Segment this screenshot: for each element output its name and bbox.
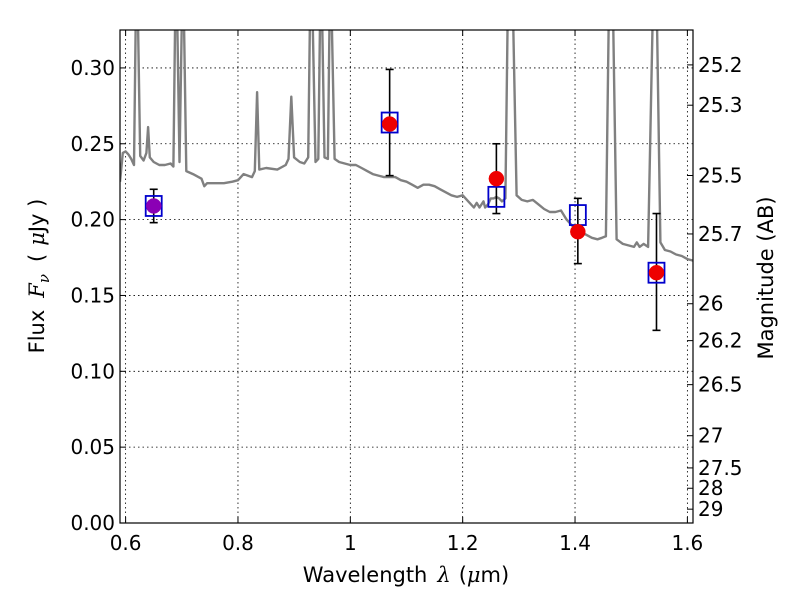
x-axis-lambda: λ	[436, 563, 450, 587]
y2-tick-label: 27.5	[698, 456, 743, 480]
x-tick-label: 0.6	[110, 531, 142, 555]
y-axis-title: Flux Fν ( μJy )	[25, 199, 53, 354]
y2-tick-label: 25.3	[698, 93, 743, 117]
y-axis-ticks: 0.00 0.05 0.10 0.15 0.20 0.25 0.30	[70, 56, 126, 535]
y-axis-unit-rest: Jy )	[25, 199, 49, 235]
y-tick-label: 0.00	[70, 511, 115, 535]
y-tick-label: 0.20	[70, 208, 115, 232]
y-tick-label: 0.30	[70, 56, 115, 80]
x-tick-label: 1.2	[447, 531, 479, 555]
model-band-square	[380, 111, 399, 134]
x-tick-label: 0.8	[222, 531, 254, 555]
x-axis-unit-open: (	[459, 563, 467, 587]
y-tick-label: 0.10	[70, 359, 115, 383]
observed-point	[570, 224, 586, 240]
y2-tick-label: 27	[698, 424, 723, 448]
observed-point	[145, 198, 162, 214]
model-band-square	[647, 261, 666, 284]
y2-tick-label: 25.7	[698, 222, 743, 246]
plot-frame	[119, 29, 694, 524]
y-axis-nu: ν	[35, 274, 53, 283]
y-axis-unit-mu: μ	[25, 232, 49, 246]
x-axis-ticks: 0.6 0.8 1 1.2 1.4 1.6	[110, 30, 703, 555]
y2-tick-label: 26	[698, 292, 723, 316]
y-axis-f: F	[25, 282, 49, 299]
y-tick-label: 0.15	[70, 283, 115, 307]
y2-tick-label: 25.5	[698, 163, 743, 187]
observed-point	[381, 116, 398, 132]
x-tick-label: 1.4	[559, 531, 591, 555]
observed-point	[648, 264, 665, 281]
model-spectrum-line	[120, 30, 693, 262]
x-axis-label: Wavelength	[303, 563, 428, 587]
y2-tick-label: 26.5	[698, 373, 743, 397]
x-axis-unit-rest: m)	[481, 563, 510, 587]
x-axis-title: Wavelength λ (μm)	[303, 563, 509, 587]
y2-tick-label: 25.2	[698, 53, 743, 77]
y-tick-label: 0.05	[70, 435, 115, 459]
y2-axis-title: Magnitude (AB)	[754, 196, 778, 359]
y2-tick-label: 29	[698, 497, 723, 521]
plot-area	[120, 30, 693, 332]
y2-tick-label: 28	[698, 476, 723, 500]
model-band-square	[487, 185, 506, 208]
y-tick-label: 0.25	[70, 132, 115, 156]
model-band-square	[144, 195, 163, 217]
x-tick-label: 1.6	[671, 531, 703, 555]
x-tick-label: 1	[344, 531, 357, 555]
y2-tick-label: 26.2	[698, 329, 743, 353]
y-axis-label: Flux	[25, 310, 49, 354]
y-axis-unit-open: (	[25, 254, 49, 262]
observed-point	[488, 170, 505, 187]
x-axis-unit-mu: μ	[467, 563, 481, 587]
